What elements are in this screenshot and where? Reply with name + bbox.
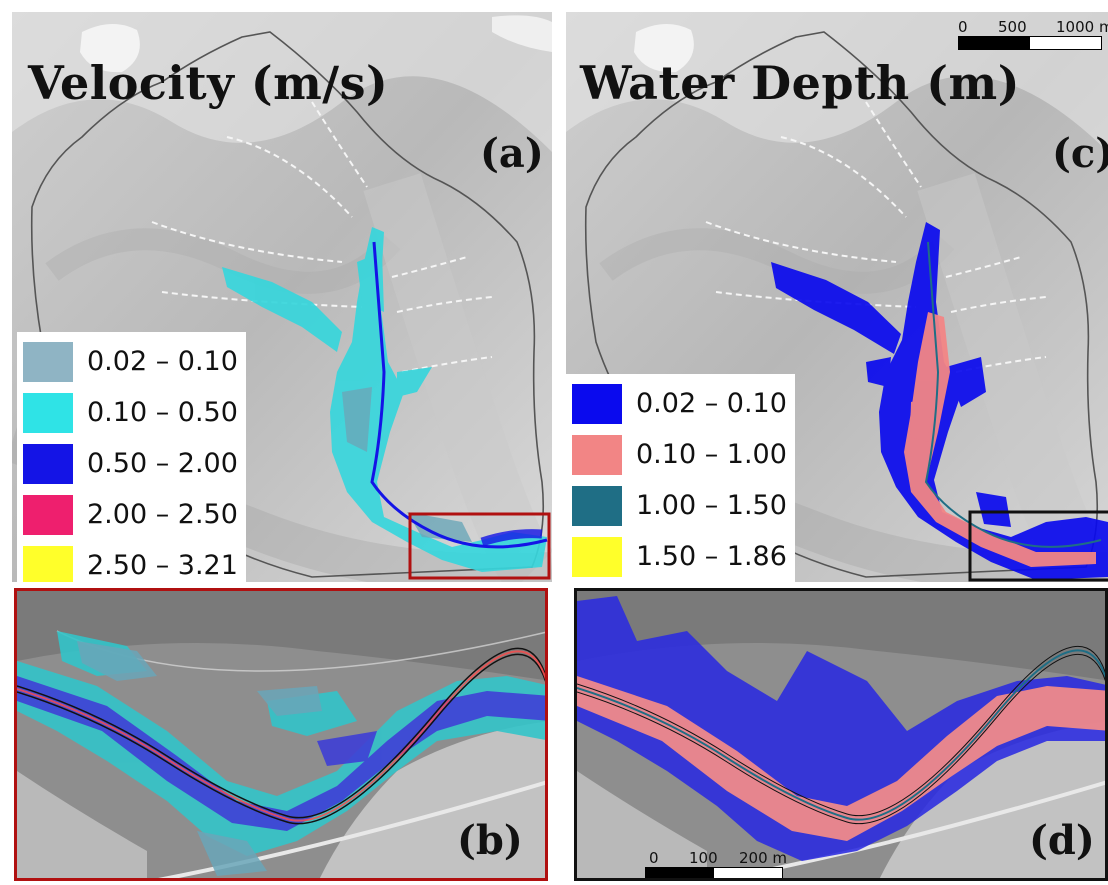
panel-label-d: (d) bbox=[1029, 817, 1095, 864]
velocity-inset-panel: (b) bbox=[14, 588, 548, 881]
legend-row: 0.50 – 2.00 bbox=[23, 438, 238, 489]
depth-inset-panel: 0 100 200 m (d) bbox=[574, 588, 1108, 881]
legend-row: 0.10 – 0.50 bbox=[23, 387, 238, 438]
scale-bar-labels: 0 100 200 m bbox=[645, 849, 805, 867]
legend-row: 0.02 – 0.10 bbox=[23, 336, 238, 387]
legend-swatch bbox=[572, 536, 622, 577]
legend-label: 0.10 – 0.50 bbox=[87, 397, 238, 428]
scale-bar-graphic bbox=[958, 36, 1102, 50]
legend-swatch bbox=[23, 392, 73, 433]
velocity-map-panel: Velocity (m/s) (a) 0.02 – 0.10 0.10 – 0.… bbox=[12, 12, 552, 582]
legend-row: 0.02 – 0.10 bbox=[572, 378, 787, 429]
scale-bar-labels: 0 500 1000 m bbox=[958, 18, 1108, 36]
legend-swatch bbox=[23, 545, 73, 582]
scale-bar-label: 0 bbox=[958, 18, 968, 36]
legend-label: 2.00 – 2.50 bbox=[87, 499, 238, 530]
scale-bar-label: 0 bbox=[649, 849, 659, 867]
legend-swatch bbox=[572, 485, 622, 526]
panel-label-c: (c) bbox=[1052, 130, 1108, 177]
legend-label: 0.10 – 1.00 bbox=[636, 439, 787, 470]
velocity-legend: 0.02 – 0.10 0.10 – 0.50 0.50 – 2.00 2.00… bbox=[17, 332, 246, 582]
legend-row: 1.00 – 1.50 bbox=[572, 480, 787, 531]
panel-label-b: (b) bbox=[457, 817, 523, 864]
depth-inset-map bbox=[577, 591, 1105, 878]
legend-row: 0.10 – 1.00 bbox=[572, 429, 787, 480]
legend-row: 1.50 – 1.86 bbox=[572, 531, 787, 582]
depth-map-panel: Water Depth (m) (c) 0 500 1000 m 0.02 – … bbox=[566, 12, 1108, 582]
velocity-title: Velocity (m/s) bbox=[28, 56, 389, 110]
legend-swatch bbox=[572, 434, 622, 475]
legend-swatch bbox=[23, 443, 73, 484]
scale-bar-label: 100 bbox=[689, 849, 718, 867]
depth-legend: 0.02 – 0.10 0.10 – 1.00 1.00 – 1.50 1.50… bbox=[566, 374, 795, 582]
scale-bar-top: 0 500 1000 m bbox=[958, 18, 1108, 50]
legend-swatch bbox=[23, 494, 73, 535]
velocity-inset-map bbox=[17, 591, 545, 878]
legend-row: 2.00 – 2.50 bbox=[23, 489, 238, 540]
legend-label: 0.50 – 2.00 bbox=[87, 448, 238, 479]
legend-label: 0.02 – 0.10 bbox=[87, 346, 238, 377]
panel-label-a: (a) bbox=[480, 130, 544, 177]
scale-bar-label: 1000 m bbox=[1056, 18, 1108, 36]
legend-swatch bbox=[23, 341, 73, 382]
scale-bar-bottom: 0 100 200 m bbox=[645, 849, 805, 878]
legend-row: 2.50 – 3.21 bbox=[23, 540, 238, 582]
legend-label: 0.02 – 0.10 bbox=[636, 388, 787, 419]
legend-label: 1.00 – 1.50 bbox=[636, 490, 787, 521]
legend-label: 1.50 – 1.86 bbox=[636, 541, 787, 572]
scale-bar-graphic bbox=[645, 867, 783, 878]
legend-swatch bbox=[572, 383, 622, 424]
depth-title: Water Depth (m) bbox=[580, 56, 1020, 110]
legend-label: 2.50 – 3.21 bbox=[87, 550, 238, 581]
scale-bar-label: 500 bbox=[998, 18, 1027, 36]
scale-bar-label: 200 m bbox=[739, 849, 788, 867]
